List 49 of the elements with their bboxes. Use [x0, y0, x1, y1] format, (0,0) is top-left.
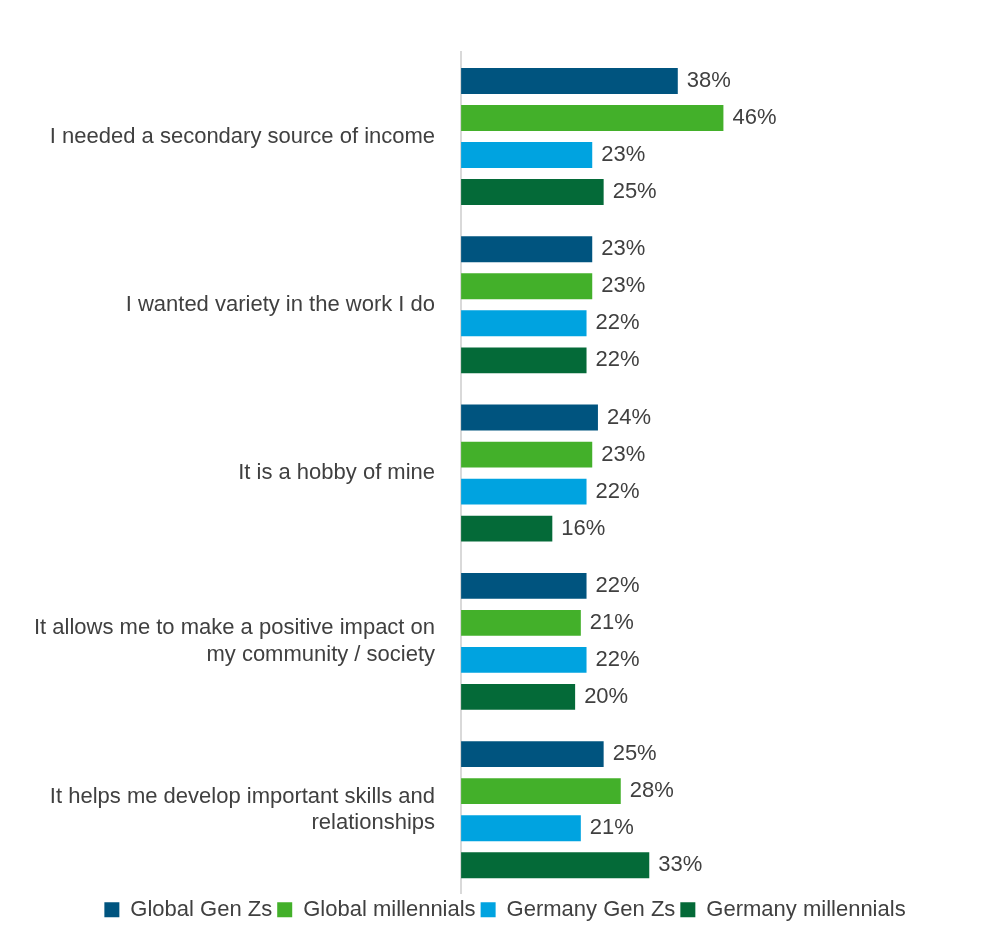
y-tick-label: It is a hobby of mine — [238, 459, 436, 485]
bar — [461, 441, 593, 468]
data-label: 22% — [595, 309, 640, 335]
bar — [461, 515, 553, 542]
data-label: 24% — [606, 403, 651, 429]
bar — [461, 310, 587, 337]
bar — [461, 273, 593, 300]
data-label: 46% — [732, 104, 777, 130]
y-tick-label: I wanted variety in the work I do — [125, 290, 436, 316]
data-label: 23% — [601, 440, 646, 466]
bar — [461, 236, 593, 263]
bar — [461, 347, 587, 374]
data-label: 22% — [595, 346, 640, 372]
data-label: 22% — [595, 645, 640, 671]
bar — [461, 404, 598, 431]
data-label: 22% — [595, 477, 640, 503]
bar — [461, 179, 604, 206]
y-tick-label: It helps me develop important skills and relationships — [49, 782, 436, 834]
y-tick-label: It allows me to make a positive impact on my community / society — [34, 614, 436, 666]
y-tick-label: I needed a secondary source of income — [49, 122, 436, 148]
bar — [461, 105, 724, 131]
data-label: 38% — [686, 67, 731, 93]
bar — [461, 478, 587, 505]
data-label: 16% — [561, 514, 606, 540]
legend-label: Global millennials — [303, 895, 476, 921]
data-label: 23% — [601, 272, 646, 298]
bar — [461, 609, 581, 636]
bar — [461, 778, 621, 805]
data-label: 21% — [589, 814, 634, 840]
bar — [461, 683, 576, 710]
bar — [461, 741, 604, 768]
data-label: 22% — [595, 571, 640, 597]
data-label: 20% — [584, 682, 629, 708]
data-label: 33% — [658, 851, 703, 877]
bar — [461, 815, 581, 842]
bar — [461, 572, 587, 599]
data-label: 23% — [601, 235, 646, 261]
data-label: 25% — [612, 178, 657, 204]
legend-label: Germany Gen Zs — [506, 895, 676, 921]
legend-label: Global Gen Zs — [130, 895, 273, 921]
data-label: 21% — [589, 608, 634, 634]
bar — [461, 142, 593, 169]
legend-label: Germany millennials — [706, 895, 906, 921]
data-label: 28% — [629, 777, 674, 803]
bar — [461, 852, 650, 879]
data-label: 23% — [601, 141, 646, 167]
bar — [461, 68, 678, 94]
bar — [461, 646, 587, 673]
data-label: 25% — [612, 740, 657, 766]
